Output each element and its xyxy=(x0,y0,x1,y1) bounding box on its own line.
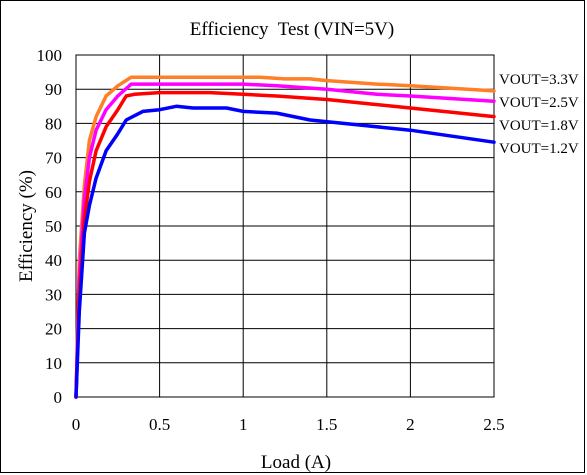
series-label: VOUT=3.3V xyxy=(499,72,579,88)
y-tick-label: 60 xyxy=(45,183,62,202)
series-line-vout-1-2v xyxy=(74,104,496,399)
x-tick-label: 2.5 xyxy=(483,415,504,434)
x-tick-label: 2 xyxy=(406,415,415,434)
y-tick-label: 0 xyxy=(54,388,63,407)
y-tick-label: 40 xyxy=(45,251,62,270)
y-tick-label: 70 xyxy=(45,149,62,168)
y-tick-label: 90 xyxy=(45,80,62,99)
x-tick-label: 1 xyxy=(239,415,248,434)
y-tick-label: 10 xyxy=(45,354,62,373)
y-axis-label: Efficiency (%) xyxy=(16,170,37,282)
y-tick-label: 100 xyxy=(37,46,63,65)
y-tick-label: 20 xyxy=(45,320,62,339)
series-line-vout-2-5v xyxy=(74,82,496,399)
series-label: VOUT=1.2V xyxy=(499,141,579,157)
y-tick-label: 50 xyxy=(45,217,62,236)
series-line-vout-1-8v xyxy=(74,90,496,399)
x-tick-label: 0.5 xyxy=(149,415,170,434)
x-tick-label: 1.5 xyxy=(316,415,337,434)
chart-title: Efficiency Test (VIN=5V) xyxy=(190,19,394,40)
y-tick-label: 30 xyxy=(45,285,62,304)
y-tick-label: 80 xyxy=(45,114,62,133)
series-label: VOUT=1.8V xyxy=(499,118,579,134)
x-axis-label: Load (A) xyxy=(261,452,331,473)
series-label: VOUT=2.5V xyxy=(499,95,579,111)
series-line-vout-3-3v xyxy=(74,75,496,399)
x-tick-label: 0 xyxy=(72,415,81,434)
